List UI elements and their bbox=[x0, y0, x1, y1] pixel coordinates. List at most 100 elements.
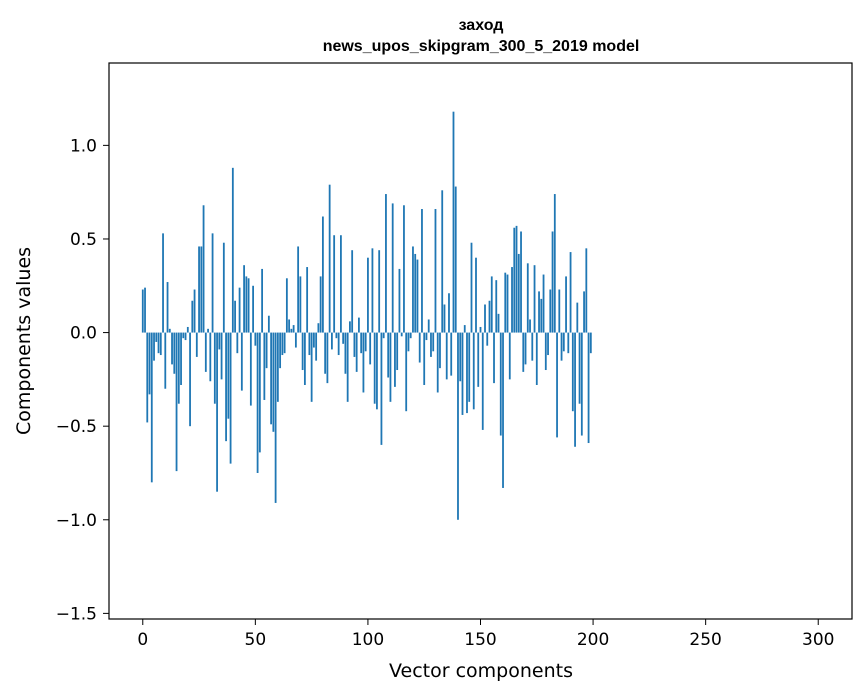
bar bbox=[461, 332, 464, 415]
bar bbox=[398, 268, 401, 333]
bar bbox=[155, 332, 158, 342]
bar bbox=[141, 289, 144, 333]
bar bbox=[270, 332, 273, 425]
bar bbox=[157, 332, 160, 354]
bar bbox=[324, 332, 327, 374]
bar bbox=[585, 248, 588, 333]
bar bbox=[524, 332, 527, 365]
bar bbox=[470, 242, 473, 333]
bar bbox=[342, 332, 345, 344]
bar bbox=[349, 321, 351, 333]
bar bbox=[430, 332, 432, 357]
bar bbox=[303, 332, 306, 385]
bar bbox=[506, 274, 509, 333]
bar bbox=[583, 291, 585, 333]
x-tick-label: 250 bbox=[689, 630, 721, 650]
bar bbox=[209, 332, 212, 382]
bar bbox=[189, 332, 191, 427]
bar bbox=[477, 332, 480, 387]
bar bbox=[385, 194, 387, 333]
bar bbox=[144, 287, 146, 333]
bar bbox=[182, 332, 185, 339]
x-tick-label: 50 bbox=[245, 630, 267, 650]
bar bbox=[213, 332, 216, 404]
bar bbox=[508, 332, 511, 380]
bar bbox=[421, 209, 423, 333]
bar bbox=[407, 332, 410, 352]
bar bbox=[299, 276, 302, 333]
bar bbox=[166, 282, 169, 333]
bar bbox=[218, 332, 221, 350]
bar bbox=[441, 190, 444, 333]
bar bbox=[364, 332, 367, 352]
bar bbox=[290, 328, 293, 333]
bar bbox=[432, 332, 435, 352]
y-tick-label: 0.5 bbox=[70, 230, 97, 250]
bar bbox=[238, 287, 241, 333]
bar bbox=[159, 332, 162, 356]
y-tick-label: −1.5 bbox=[56, 604, 97, 624]
bar bbox=[245, 276, 248, 333]
bar bbox=[517, 253, 520, 333]
bar bbox=[580, 332, 583, 436]
bar bbox=[560, 332, 563, 361]
bar bbox=[234, 300, 236, 333]
y-axis-ticks: 1.0 0.5 0.0 −0.5 −1.0 −1.5 bbox=[56, 136, 109, 624]
bar bbox=[204, 332, 207, 372]
bar bbox=[497, 313, 500, 333]
bar bbox=[150, 332, 153, 483]
chart-title: заход bbox=[459, 17, 504, 34]
bar bbox=[535, 332, 538, 385]
bar bbox=[547, 332, 549, 356]
bar bbox=[355, 332, 358, 372]
y-tick-label: −1.0 bbox=[56, 511, 97, 531]
bar bbox=[544, 332, 547, 371]
y-tick-label: 0.0 bbox=[70, 324, 97, 344]
bar bbox=[484, 304, 486, 333]
bar bbox=[317, 323, 320, 333]
bar bbox=[533, 265, 536, 333]
bar bbox=[434, 209, 437, 333]
bar bbox=[216, 332, 218, 492]
bar bbox=[164, 332, 167, 389]
bar bbox=[526, 263, 529, 333]
bar bbox=[427, 319, 430, 333]
bar bbox=[378, 250, 381, 333]
bar-series bbox=[141, 111, 592, 520]
bar bbox=[279, 332, 282, 369]
bar bbox=[285, 278, 288, 333]
bar bbox=[249, 332, 252, 406]
bar bbox=[177, 332, 180, 404]
bar bbox=[193, 289, 196, 333]
bar bbox=[481, 332, 484, 430]
bar bbox=[146, 332, 149, 423]
bar bbox=[567, 332, 570, 354]
bar bbox=[529, 319, 531, 333]
bar bbox=[396, 332, 399, 371]
chart-subtitle: news_upos_skipgram_300_5_2019 model bbox=[323, 38, 640, 55]
bar bbox=[340, 235, 342, 333]
bar bbox=[281, 332, 284, 356]
bar bbox=[389, 332, 392, 402]
bar bbox=[229, 332, 232, 464]
y-tick-label: 1.0 bbox=[70, 136, 97, 156]
bar bbox=[466, 332, 468, 414]
x-tick-label: 300 bbox=[802, 630, 834, 650]
bar bbox=[400, 332, 403, 337]
bar bbox=[227, 332, 230, 419]
bar bbox=[565, 276, 567, 333]
bar bbox=[414, 253, 417, 333]
bar bbox=[391, 203, 394, 333]
bar bbox=[211, 233, 214, 333]
bar bbox=[587, 332, 590, 444]
bar bbox=[153, 332, 155, 361]
bar bbox=[231, 167, 234, 333]
plot-frame bbox=[108, 62, 853, 620]
bar bbox=[416, 259, 419, 333]
bar bbox=[558, 289, 561, 333]
bar bbox=[472, 332, 475, 410]
bar bbox=[452, 111, 455, 333]
bar bbox=[450, 332, 453, 376]
bar bbox=[562, 332, 565, 352]
bar bbox=[486, 332, 489, 346]
